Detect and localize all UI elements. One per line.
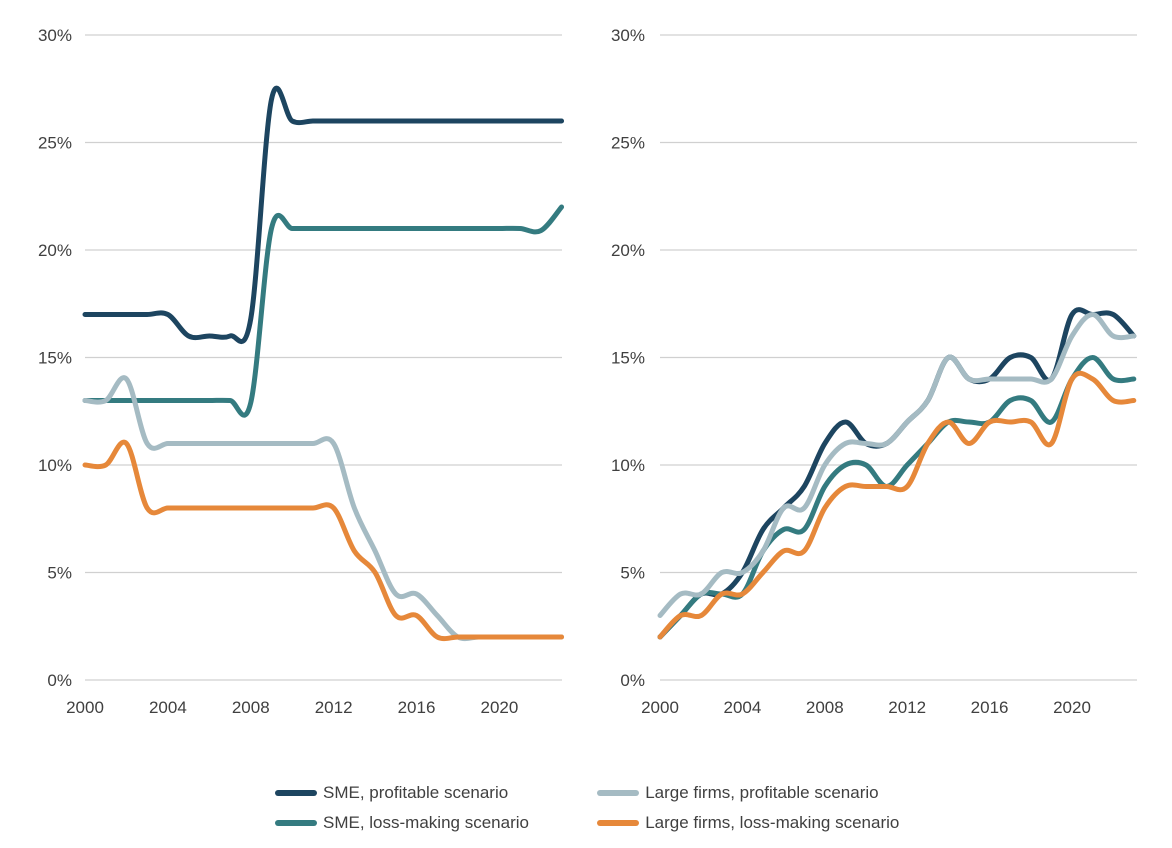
legend-item-large-loss-making: Large firms, loss-making scenario <box>597 813 995 833</box>
x-tick-label: 2004 <box>723 698 761 717</box>
y-tick-label: 20% <box>38 241 72 260</box>
y-tick-label: 30% <box>38 26 72 45</box>
series-line-sme-profitable-scenario <box>82 85 565 345</box>
y-tick-label: 15% <box>38 349 72 368</box>
y-tick-label: 20% <box>611 241 645 260</box>
x-tick-label: 2020 <box>1053 698 1091 717</box>
legend-label: Large firms, loss-making scenario <box>645 813 900 832</box>
legend-item-large-profitable: Large firms, profitable scenario <box>597 783 995 803</box>
series-line-large-firms-loss-making-scenario <box>657 370 1137 640</box>
series-line-large-firms-profitable-scenario <box>657 312 1137 618</box>
legend-swatch-icon <box>597 820 640 826</box>
legend-label: SME, profitable scenario <box>323 783 509 802</box>
x-tick-label: 2016 <box>971 698 1009 717</box>
legend-item-sme-loss-making: SME, loss-making scenario <box>275 813 597 833</box>
x-tick-label: 2016 <box>398 698 436 717</box>
y-tick-label: 25% <box>38 134 72 153</box>
legend-swatch-icon <box>275 820 317 826</box>
x-tick-label: 2000 <box>66 698 104 717</box>
series-line-large-firms-loss-making-scenario <box>82 439 565 642</box>
x-tick-label: 2012 <box>888 698 926 717</box>
legend-label: SME, loss-making scenario <box>323 813 529 832</box>
legend-swatch-icon <box>597 790 640 796</box>
x-tick-label: 2004 <box>149 698 187 717</box>
legend-swatch-icon <box>275 790 317 796</box>
legend: SME, profitable scenario Large firms, pr… <box>275 778 995 838</box>
y-tick-label: 30% <box>611 26 645 45</box>
right-chart: 0% 5% 10% 15% 20% 25% 30% 2000 2004 2008 2012 2016 2… <box>611 26 1137 717</box>
y-tick-label: 10% <box>38 456 72 475</box>
series-line-large-firms-profitable-scenario <box>82 375 565 642</box>
legend-item-sme-profitable: SME, profitable scenario <box>275 783 597 803</box>
x-tick-label: 2008 <box>806 698 844 717</box>
y-tick-label: 0% <box>620 671 645 690</box>
x-tick-label: 2008 <box>232 698 270 717</box>
x-tick-label: 2012 <box>315 698 353 717</box>
legend-label: Large firms, profitable scenario <box>645 783 879 802</box>
y-tick-label: 10% <box>611 456 645 475</box>
x-tick-label: 2000 <box>641 698 679 717</box>
left-chart: 0% 5% 10% 15% 20% 25% 30% 2000 2004 2008 2012 2016 2… <box>38 26 565 717</box>
legend-row: SME, loss-making scenario Large firms, l… <box>275 808 995 838</box>
y-tick-label: 5% <box>620 564 645 583</box>
series-line-sme-loss-making-scenario <box>82 204 565 418</box>
y-tick-label: 15% <box>611 349 645 368</box>
y-tick-label: 25% <box>611 134 645 153</box>
y-tick-label: 5% <box>47 564 72 583</box>
charts-container: 0% 5% 10% 15% 20% 25% 30% 2000 2004 2008 2012 2016 2… <box>38 26 1137 717</box>
x-tick-label: 2020 <box>480 698 518 717</box>
legend-row: SME, profitable scenario Large firms, pr… <box>275 778 995 808</box>
y-tick-label: 0% <box>47 671 72 690</box>
